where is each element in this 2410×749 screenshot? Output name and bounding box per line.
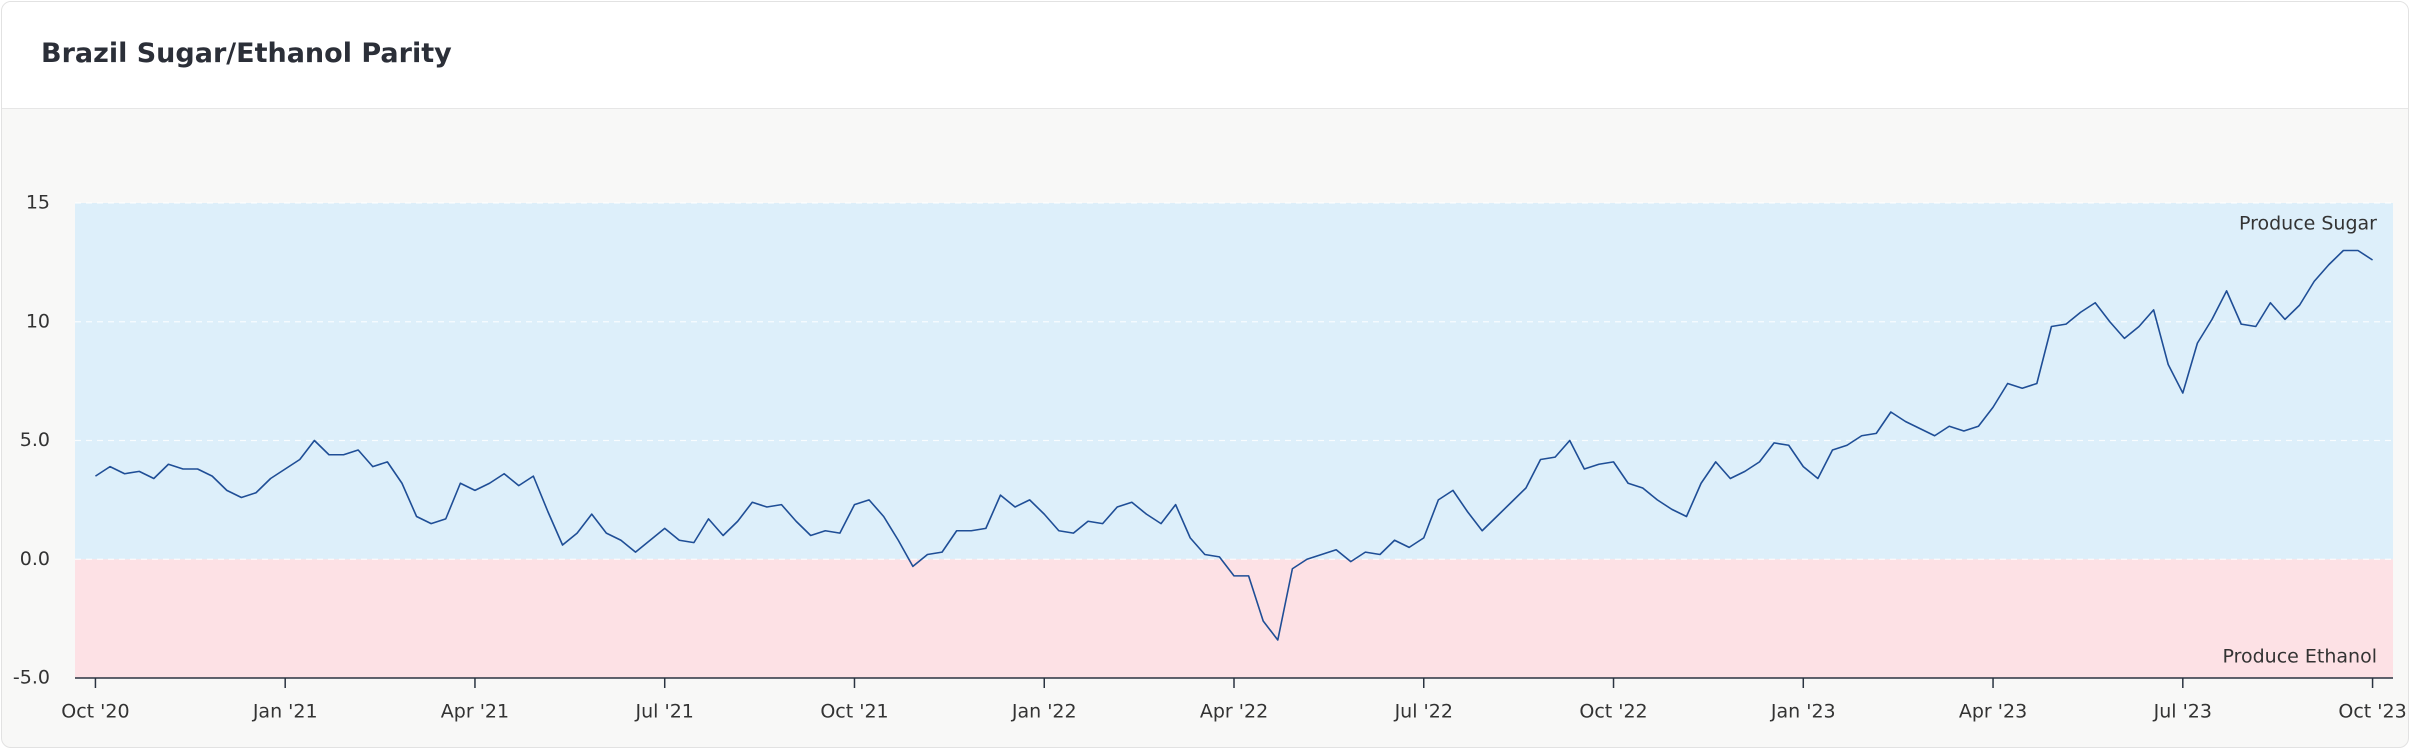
y-tick-label: 15 — [26, 192, 50, 214]
x-tick-label: Jul '23 — [2153, 701, 2212, 723]
x-tick-label: Oct '23 — [2338, 701, 2406, 723]
x-tick-label: Jul '22 — [1394, 701, 1453, 723]
x-tick-label: Jan '23 — [1770, 701, 1836, 723]
x-tick-label: Apr '23 — [1959, 701, 2027, 723]
x-tick-label: Oct '22 — [1579, 701, 1647, 723]
x-tick-label: Oct '20 — [61, 701, 129, 723]
region — [75, 559, 2393, 678]
data-line — [95, 249, 2373, 641]
card-header: Brazil Sugar/Ethanol Parity — [2, 2, 2408, 109]
x-tick-label: Jan '22 — [1011, 701, 1077, 723]
y-tick-label: -5.0 — [13, 667, 50, 689]
x-tick-label: Jan '21 — [252, 701, 318, 723]
y-tick-label: 5.0 — [20, 429, 50, 451]
x-tick-label: Apr '21 — [441, 701, 509, 723]
x-tick-label: Jul '21 — [635, 701, 694, 723]
region — [75, 203, 2393, 560]
x-tick-label: Apr '22 — [1200, 701, 1268, 723]
region-label: Produce Ethanol — [2222, 646, 2377, 668]
x-tick-label: Oct '21 — [820, 701, 888, 723]
chart-title: Brazil Sugar/Ethanol Parity — [41, 38, 452, 69]
y-tick-label: 0.0 — [20, 548, 50, 570]
region-label: Produce Sugar — [2239, 213, 2377, 235]
y-tick-label: 10 — [26, 310, 50, 332]
